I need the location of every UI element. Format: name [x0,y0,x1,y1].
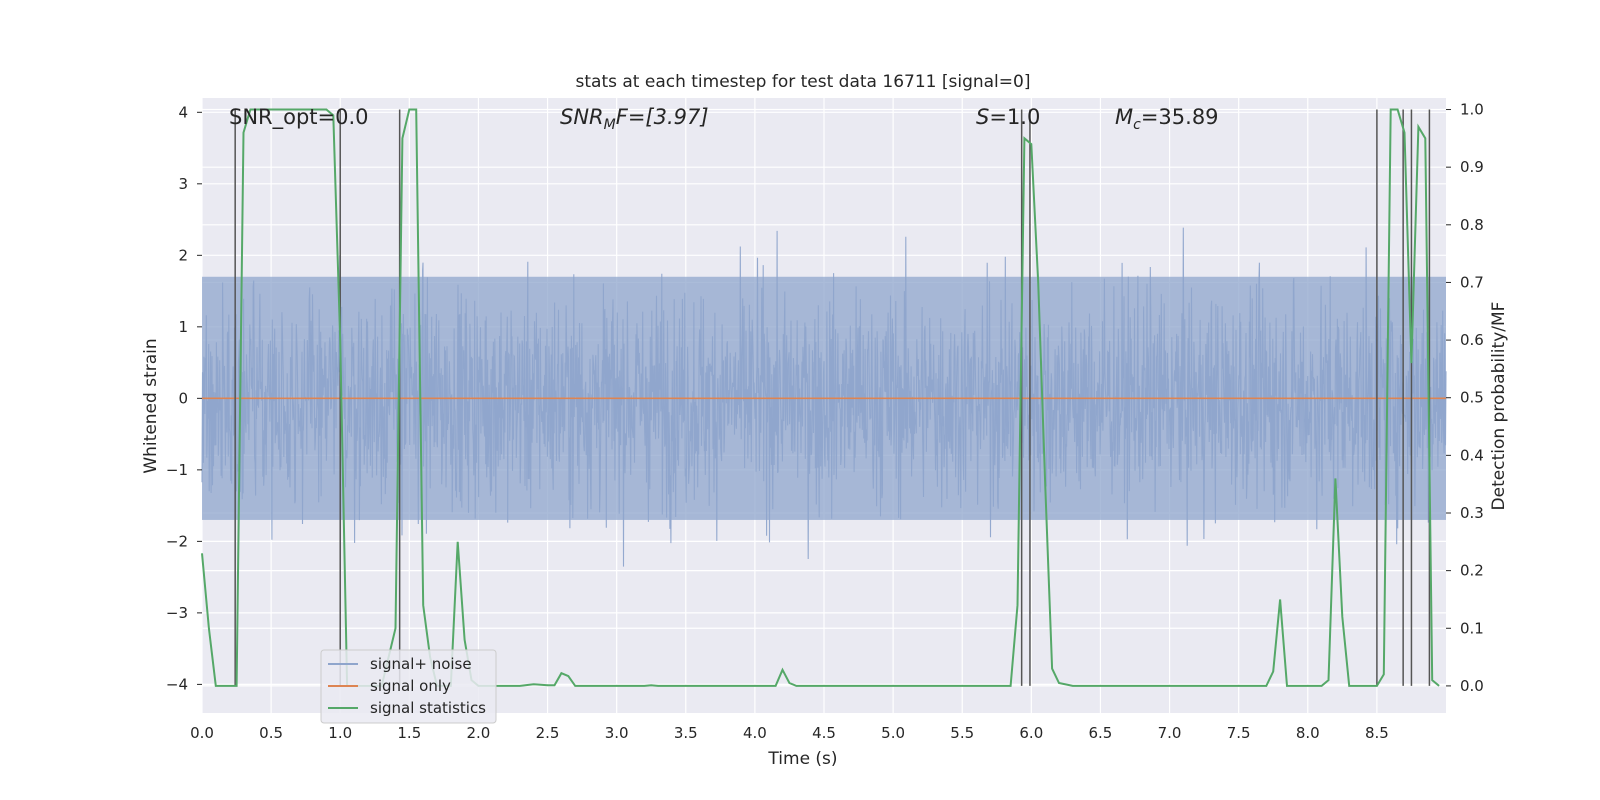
y-tick-label-right: 0.1 [1460,619,1484,637]
y-tick-label-left: −2 [166,532,188,550]
x-tick-label: 3.0 [605,724,629,742]
y-tick-label-left: −1 [166,461,188,479]
y-tick-label-left: 2 [178,246,188,264]
x-tick-label: 1.5 [397,724,421,742]
annotation-snr-mf: SNRMF=[3.97] [560,105,709,133]
legend-label-signal: signal only [370,677,451,695]
legend-label-stats: signal statistics [370,699,486,717]
annotation-snr-opt: SNR_opt=0.0 [229,105,369,130]
x-ticks: 0.0 0.5 1.0 1.5 2.0 2.5 3.0 3.5 4.0 4.5 5.0 5.5 6.0 6… [190,724,1389,742]
x-axis-label: Time (s) [767,749,837,769]
y-tick-label-left: −4 [166,675,188,693]
y-tick-label-right: 0.3 [1460,504,1484,522]
x-tick-label: 4.5 [812,724,836,742]
x-tick-label: 7.0 [1158,724,1182,742]
y-ticks-right: 0.0 0.1 0.2 0.3 0.4 0.5 0.6 0.7 0.8 0.9 1.0 [1446,101,1484,695]
legend-label-noise: signal+ noise [370,655,472,673]
y-axis-label-right: Detection probability/MF [1489,302,1509,511]
y-tick-label-left: 0 [178,389,188,407]
noise-series [201,227,1447,567]
y-tick-label-right: 0.4 [1460,446,1484,464]
y-tick-label-left: −3 [166,604,188,622]
legend-box [320,649,497,724]
s-rest: =1.0 [989,105,1040,129]
y-tick-label-left: 3 [178,175,188,193]
y-tick-label-left: 1 [178,318,188,336]
mc-sub: c [1133,117,1141,133]
x-tick-label: 8.0 [1296,724,1320,742]
y-tick-label-right: 1.0 [1460,101,1484,119]
x-tick-label: 2.5 [536,724,560,742]
chart-title: stats at each timestep for test data 167… [576,72,1031,92]
x-tick-label: 0.0 [190,724,214,742]
x-tick-label: 0.5 [259,724,283,742]
annotation-s: S=1.0 [976,105,1040,129]
snr-mf-sub: M [604,117,616,133]
x-tick-label: 2.0 [467,724,491,742]
mc-rest: =35.89 [1141,105,1219,129]
snr-mf-base: SNR [560,105,604,129]
y-tick-label-right: 0.7 [1460,273,1484,291]
x-tick-label: 6.5 [1089,724,1113,742]
y-tick-label-right: 0.9 [1460,158,1484,176]
x-tick-label: 7.5 [1227,724,1251,742]
y-tick-label-right: 0.8 [1460,216,1484,234]
s-base: S [976,105,989,129]
y-tick-label-right: 0.5 [1460,389,1484,407]
y-tick-label-right: 0.6 [1460,331,1484,349]
x-tick-label: 1.0 [328,724,352,742]
snr-mf-rest: F=[3.97] [616,105,709,129]
y-tick-label-left: 4 [178,103,188,121]
x-tick-label: 3.5 [674,724,698,742]
annotation-mc: Mc=35.89 [1115,105,1219,133]
y-axis-label-left: Whitened strain [141,338,161,473]
mc-base: M [1115,105,1133,129]
x-tick-label: 4.0 [743,724,767,742]
y-tick-label-right: 0.2 [1460,562,1484,580]
x-tick-label: 5.0 [881,724,905,742]
y-ticks-left: −4 −3 −2 −1 0 1 2 3 4 [166,103,202,693]
x-tick-label: 5.5 [950,724,974,742]
y-tick-label-right: 0.0 [1460,677,1484,695]
legend: signal+ noise signal only signal statist… [320,649,497,724]
x-tick-label: 8.5 [1365,724,1389,742]
x-tick-label: 6.0 [1019,724,1043,742]
